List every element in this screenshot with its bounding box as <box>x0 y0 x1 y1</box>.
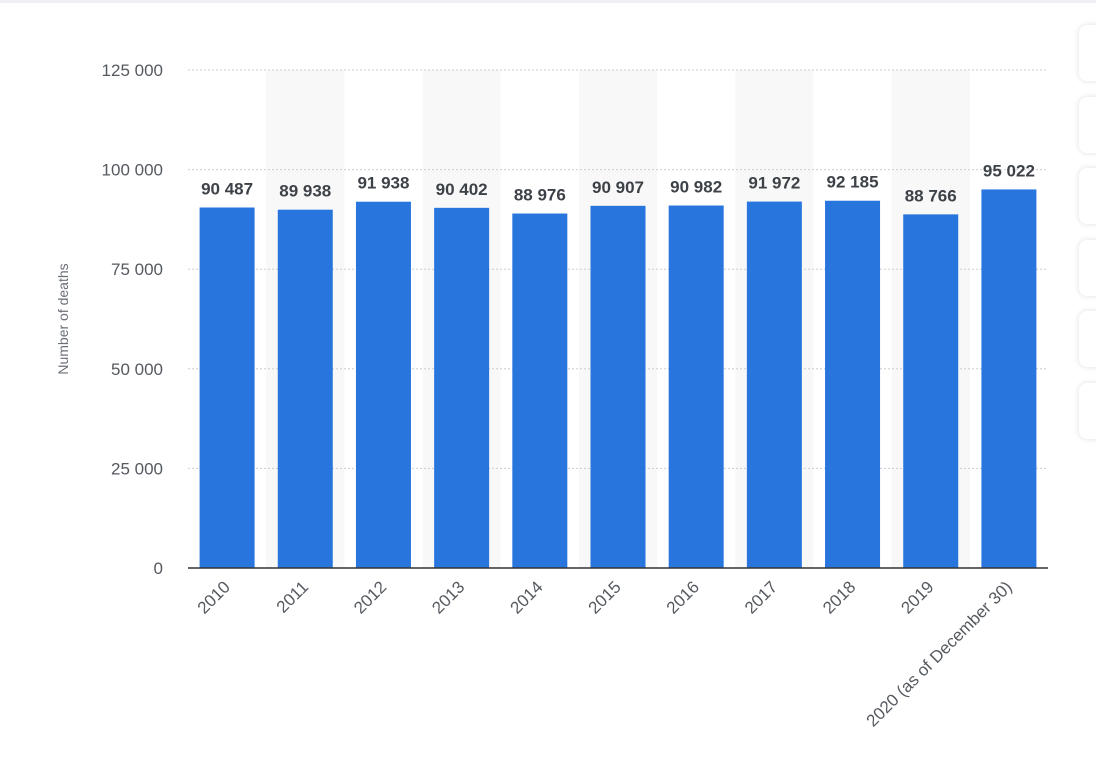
bar-2010 <box>199 207 255 568</box>
value-label-2020 (as of December 30): 95 022 <box>983 161 1035 180</box>
bar-2018 <box>825 200 881 568</box>
value-label-2012: 91 938 <box>357 174 409 193</box>
x-label-2018: 2018 <box>819 577 859 617</box>
value-label-2010: 90 487 <box>201 179 253 198</box>
bar-2020 (as of December 30) <box>981 189 1037 568</box>
bar-2015 <box>590 205 646 568</box>
tool-button-3[interactable] <box>1079 168 1096 224</box>
tool-button-2[interactable] <box>1079 96 1096 153</box>
x-label-2012: 2012 <box>350 577 390 617</box>
x-label-2010: 2010 <box>194 577 234 617</box>
y-tick-label: 25 000 <box>111 459 163 478</box>
top-border <box>0 0 1096 3</box>
value-label-2019: 88 766 <box>905 186 957 205</box>
x-label-2017: 2017 <box>741 577 781 617</box>
value-labels: 90 487 89 938 91 938 90 402 88 976 90 907 90 9… <box>201 161 1035 205</box>
x-label-2013: 2013 <box>428 577 468 617</box>
value-label-2018: 92 185 <box>827 173 879 192</box>
x-label-2020 (as of December 30): 2020 (as of December 30) <box>863 577 1016 730</box>
bars <box>199 189 1037 569</box>
tool-button-1[interactable] <box>1079 25 1096 81</box>
value-label-2015: 90 907 <box>592 178 644 197</box>
bar-2013 <box>434 207 490 568</box>
bar-2012 <box>355 201 411 569</box>
bar-2011 <box>277 209 333 568</box>
value-label-2013: 90 402 <box>436 180 488 199</box>
y-tick-label: 75 000 <box>111 260 163 279</box>
x-label-2014: 2014 <box>506 577 546 617</box>
x-label-2016: 2016 <box>663 577 703 617</box>
value-label-2014: 88 976 <box>514 186 566 205</box>
y-tick-label: 0 <box>154 559 163 578</box>
x-label-2019: 2019 <box>897 577 937 617</box>
value-label-2017: 91 972 <box>748 174 800 193</box>
x-label-2015: 2015 <box>585 577 625 617</box>
value-label-2011: 89 938 <box>279 182 331 201</box>
tool-button-4[interactable] <box>1079 239 1096 296</box>
y-axis-title: Number of deaths <box>55 263 71 374</box>
y-tick-label: 100 000 <box>102 161 163 180</box>
bar-2014 <box>512 213 568 568</box>
bar-2016 <box>668 205 724 568</box>
y-tick-label: 50 000 <box>111 360 163 379</box>
x-axis-labels: 2010 2011 2012 2013 2014 2015 2016 2017 2018 2019… <box>194 577 1016 730</box>
value-label-2016: 90 982 <box>670 178 722 197</box>
x-label-2011: 2011 <box>273 577 312 616</box>
y-axis-ticks: 0 25 000 50 000 75 000 100 000 125 000 <box>102 61 163 578</box>
bar-2019 <box>903 214 959 568</box>
y-tick-label: 125 000 <box>102 61 163 80</box>
tool-button-5[interactable] <box>1079 311 1096 367</box>
tool-button-6[interactable] <box>1079 382 1096 439</box>
bar-2017 <box>746 201 802 568</box>
